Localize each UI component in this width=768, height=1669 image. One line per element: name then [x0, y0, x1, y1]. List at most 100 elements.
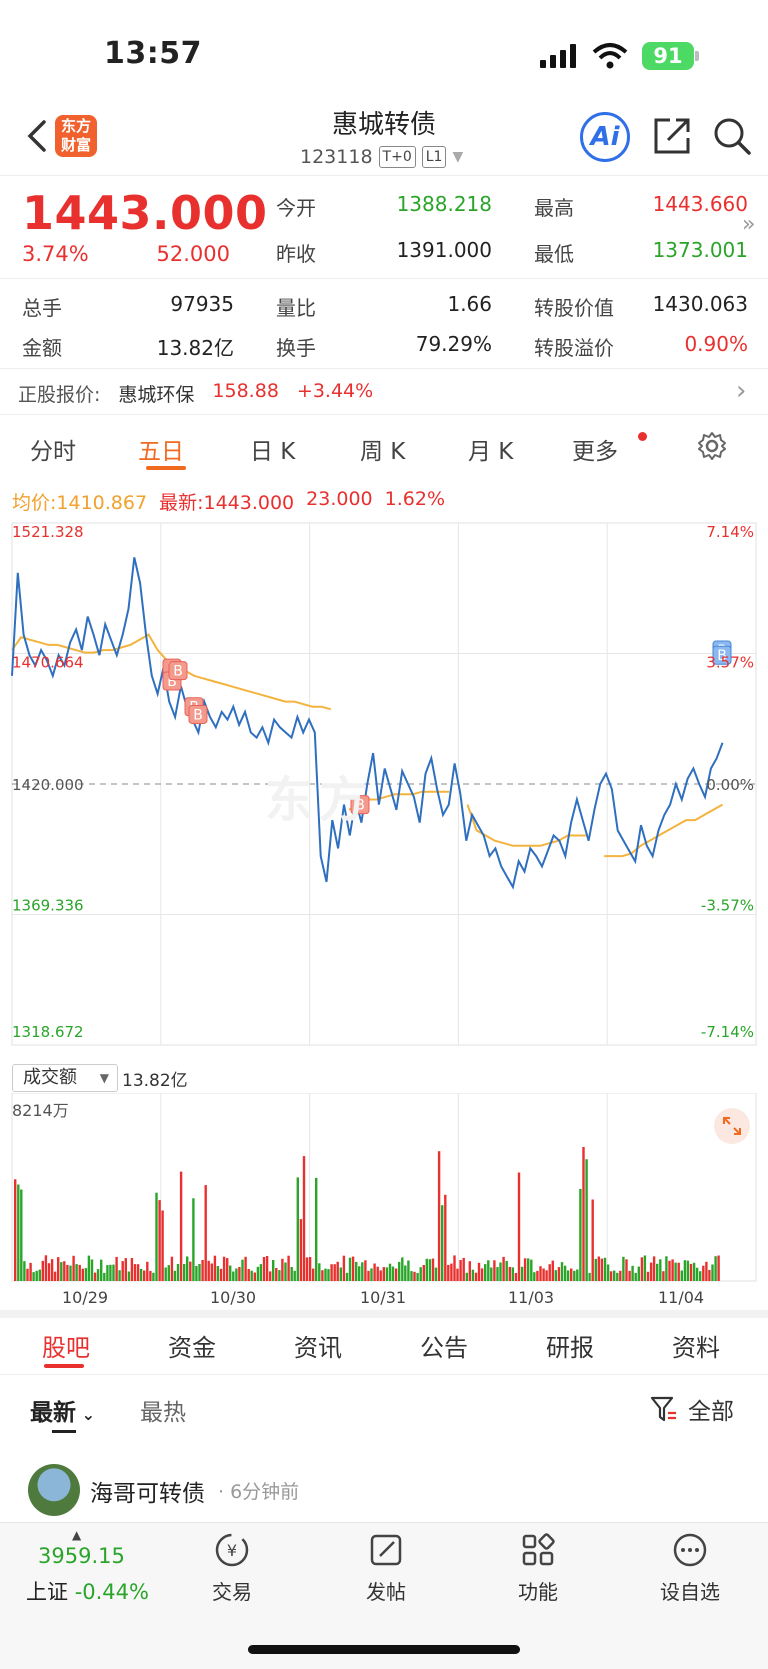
volume-bar: [674, 1262, 677, 1281]
volume-bar: [714, 1256, 717, 1281]
volume-bar: [456, 1268, 459, 1281]
volume-bar: [462, 1257, 465, 1281]
volume-bar: [453, 1255, 456, 1281]
nav-trade[interactable]: ¥ 交易: [182, 1530, 282, 1605]
y-tick-right: -7.14%: [701, 1023, 754, 1041]
filter-button[interactable]: 全部: [650, 1392, 734, 1426]
fullscreen-button[interactable]: [714, 1108, 750, 1144]
y-tick-right: 3.57%: [706, 654, 754, 672]
tab-profile[interactable]: 资料: [672, 1334, 720, 1362]
volume-bar: [253, 1272, 256, 1281]
volume-bar: [416, 1273, 419, 1281]
nav-functions[interactable]: 功能: [488, 1530, 588, 1605]
volume-bar: [262, 1257, 266, 1281]
volume-bar: [269, 1271, 272, 1281]
security-code: 123118 T+0 L1 ▼: [300, 146, 464, 168]
index-value[interactable]: 3959.15: [38, 1544, 125, 1568]
tab-announcements[interactable]: 公告: [420, 1334, 468, 1362]
volume-bar: [619, 1270, 622, 1281]
more-icon: [673, 1533, 707, 1567]
underlying-quote[interactable]: 正股报价: 惠城环保 158.88 +3.44%: [18, 380, 374, 406]
battery-icon: 91: [642, 42, 694, 70]
volume-bar: [401, 1257, 404, 1281]
tab-daily-k[interactable]: 日 K: [250, 439, 296, 465]
volume-ratio-label: 量比: [276, 296, 316, 320]
volume-bar: [81, 1268, 84, 1281]
chevron-right-icon[interactable]: ›: [736, 376, 747, 406]
volume-bar: [705, 1261, 708, 1281]
expand-quote-icon[interactable]: »: [742, 212, 756, 237]
volume-bar: [717, 1255, 720, 1281]
volume-bar: [570, 1268, 573, 1281]
trade-marker: B: [712, 645, 732, 665]
ai-assistant-button[interactable]: Ai: [580, 112, 630, 162]
volume-bar: [32, 1272, 35, 1281]
conversion-value-label: 转股价值: [534, 296, 614, 320]
post-username[interactable]: 海哥可转债: [90, 1481, 205, 1507]
index-name[interactable]: 上证 -0.44%: [26, 1580, 149, 1604]
volume-bar: [290, 1267, 293, 1281]
volume-bar: [683, 1260, 687, 1281]
avatar[interactable]: [28, 1464, 80, 1516]
y-tick-left: 1521.328: [12, 523, 84, 541]
volume-bar: [652, 1256, 656, 1281]
volume-bar: [133, 1264, 137, 1281]
tab-research[interactable]: 研报: [546, 1334, 594, 1362]
share-icon[interactable]: [652, 116, 692, 156]
svg-text:B: B: [717, 648, 727, 664]
nav-add-watchlist[interactable]: 设自选: [640, 1530, 740, 1605]
volume-type-select[interactable]: 成交额 ▼: [12, 1064, 118, 1092]
grid-icon: [522, 1533, 555, 1566]
volume-bar: [677, 1262, 680, 1281]
filter-icon: [650, 1396, 676, 1422]
volume-bar: [431, 1258, 435, 1281]
tab-monthly-k[interactable]: 月 K: [468, 439, 514, 465]
volume-bar: [588, 1272, 591, 1281]
price-chart[interactable]: BBBBBBBB 1521.3281470.6641420.0001369.33…: [0, 515, 768, 1060]
nav-post[interactable]: 发帖: [336, 1530, 436, 1605]
volume-bar: [407, 1260, 410, 1281]
volume-bar: [84, 1268, 88, 1281]
gear-icon[interactable]: [696, 430, 728, 462]
volume-bar: [155, 1192, 158, 1281]
tab-more[interactable]: 更多: [572, 439, 618, 465]
volume-bar: [659, 1259, 662, 1281]
trade-marker: B: [188, 704, 208, 724]
search-icon[interactable]: [712, 116, 752, 156]
sort-latest[interactable]: 最新 ⌄: [30, 1400, 95, 1426]
tab-weekly-k[interactable]: 周 K: [360, 439, 406, 465]
tab-intraday[interactable]: 分时: [30, 439, 76, 465]
volume-bar: [459, 1260, 462, 1281]
y-tick-right: -3.57%: [701, 897, 754, 915]
volume-bar: [557, 1267, 561, 1281]
volume-bar: [238, 1267, 241, 1281]
prev-close-value: 1391.000: [396, 238, 492, 262]
tab-forum[interactable]: 股吧: [42, 1334, 90, 1362]
chart-legend: 均价:1410.867 最新:1443.000 23.000 1.62%: [12, 488, 445, 514]
volume-bar: [490, 1267, 493, 1281]
turnover-value: 79.29%: [415, 332, 492, 356]
divider: [0, 278, 768, 279]
volume-bar: [422, 1265, 425, 1281]
volume-bar: [312, 1268, 315, 1281]
tab-five-day[interactable]: 五日: [138, 439, 184, 465]
divider: [0, 175, 768, 176]
low-label: 最低: [534, 242, 574, 266]
tab-news[interactable]: 资讯: [294, 1334, 342, 1362]
divider: [0, 368, 768, 369]
wifi-icon: [592, 43, 628, 69]
volume-bar: [173, 1270, 177, 1281]
volume-bar: [634, 1272, 637, 1281]
volume-bar: [72, 1255, 75, 1281]
volume-bar: [308, 1257, 312, 1281]
sort-hot[interactable]: 最热: [140, 1400, 186, 1426]
volume-bar: [259, 1264, 263, 1281]
volume-bar: [342, 1255, 346, 1281]
volume-bar: [355, 1261, 358, 1281]
back-icon[interactable]: [22, 116, 52, 156]
volume-bar: [523, 1258, 527, 1281]
tab-funds[interactable]: 资金: [168, 1334, 216, 1362]
amount-label: 金额: [22, 336, 62, 360]
volume-bar: [321, 1270, 324, 1281]
amount-value: 13.82亿: [156, 336, 234, 360]
